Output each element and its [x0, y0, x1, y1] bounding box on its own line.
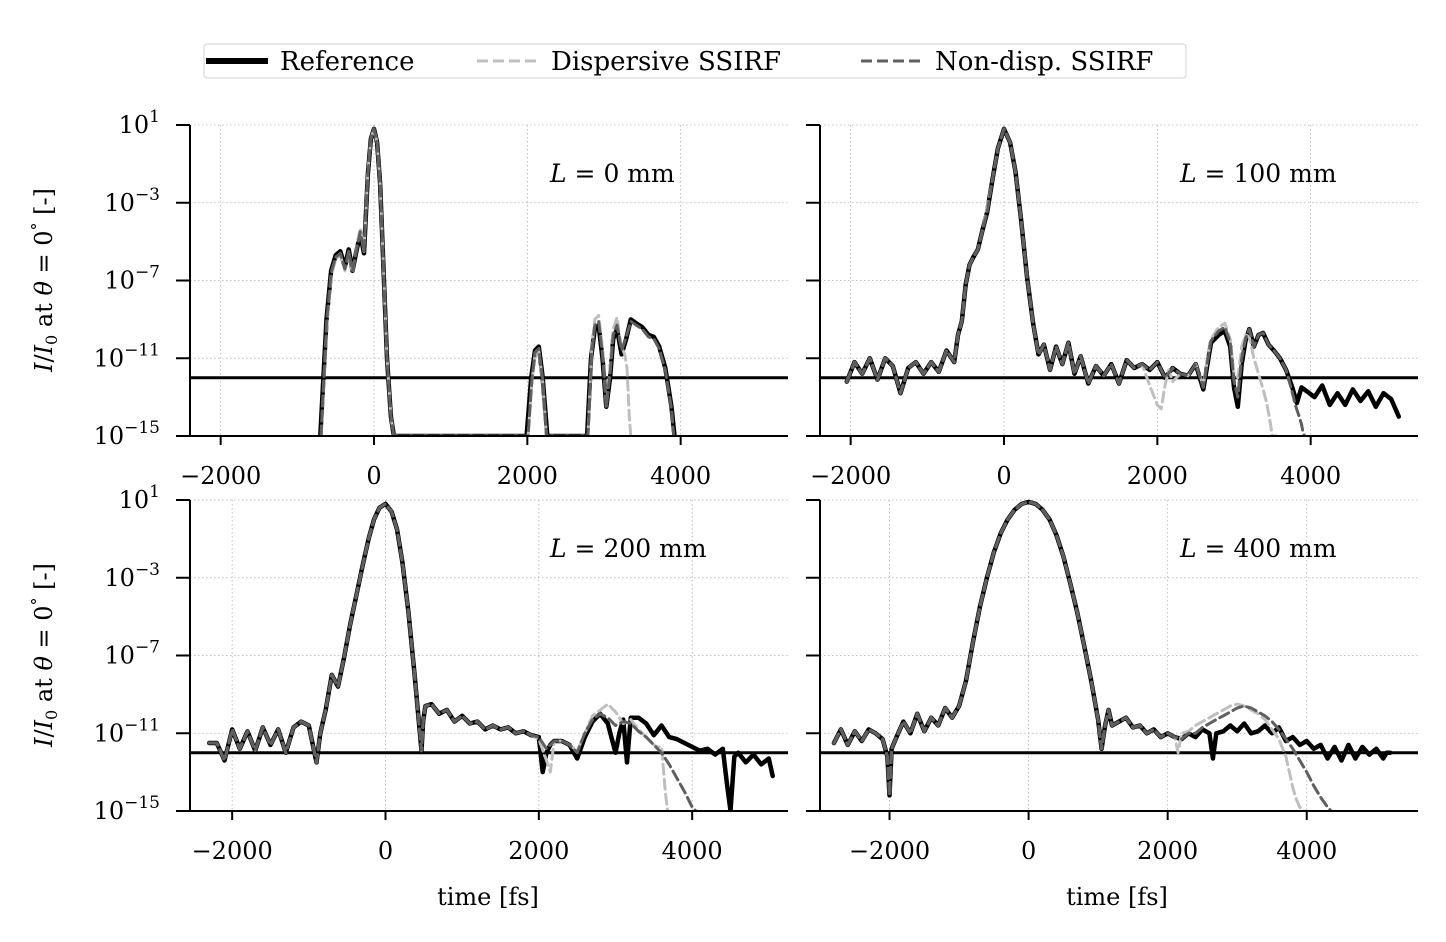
series-line-non-disp-ssirf [207, 502, 698, 811]
x-tick-label: 4000 [1280, 462, 1341, 490]
legend: Reference Dispersive SSIRF Non-disp. SSI… [203, 43, 1187, 79]
x-tick-label: 4000 [662, 837, 723, 865]
panel-bottom-right: −2000 0 2000 4000 L = 400 mm [806, 499, 1418, 865]
y-tick-label: 101 [119, 482, 160, 514]
x-tick-label: −2000 [849, 837, 930, 865]
x-tick-label: 0 [996, 462, 1011, 490]
y-tick-label: 10−3 [104, 560, 160, 592]
x-tick-label: 0 [378, 837, 393, 865]
series-group [206, 501, 775, 811]
series-line-non-disp-ssirf [832, 500, 1333, 811]
x-tick-label: 0 [1021, 837, 1036, 865]
legend-label-reference: Reference [280, 47, 414, 77]
x-tick-label: 4000 [1276, 837, 1337, 865]
series-group [831, 499, 1393, 811]
panel-bottom-left: 101 10−3 10−7 10−11 10−15 −2000 0 2000 4000 L = 2… [94, 482, 788, 865]
y-tick-label: 101 [119, 107, 160, 139]
x-tick-label: 4000 [650, 462, 711, 490]
y-tick-label: 10−3 [104, 185, 160, 217]
xlabel-bottom-left: time [fs] [437, 883, 539, 911]
legend-frame [203, 43, 1187, 79]
legend-label-nondisp: Non-disp. SSIRF [935, 47, 1153, 77]
panel-top-right: −2000 0 2000 4000 L = 100 mm [806, 124, 1418, 490]
x-tick-label: −2000 [180, 462, 261, 490]
x-tick-label: 2000 [508, 837, 569, 865]
series-line-non-disp-ssirf [319, 127, 676, 436]
x-tick-label: 2000 [1127, 462, 1188, 490]
x-tick-label: 0 [366, 462, 381, 490]
panel-top-left: 101 10−3 10−7 10−11 10−15 −2000 0 2000 4000 L = 0… [94, 107, 788, 490]
x-tick-label: 2000 [1137, 837, 1198, 865]
ylabel-bottom: I/I0 at θ = 0° [-] [28, 563, 61, 748]
series-line-non-disp-ssirf [845, 127, 1306, 436]
y-tick-label: 10−15 [94, 418, 160, 450]
panel-annotation: L = 100 mm [1179, 159, 1337, 188]
x-tick-label: 2000 [497, 462, 558, 490]
panel-annotation: L = 400 mm [1179, 534, 1337, 563]
y-tick-label: 10−11 [94, 340, 160, 372]
y-tick-label: 10−7 [104, 638, 160, 670]
xlabel-bottom-right: time [fs] [1066, 883, 1168, 911]
legend-label-dispersive: Dispersive SSIRF [551, 47, 781, 77]
y-tick-label: 10−15 [94, 793, 160, 825]
grid [190, 124, 788, 436]
series-group [844, 126, 1402, 436]
y-tick-label: 10−11 [94, 715, 160, 747]
series-group [318, 126, 677, 436]
y-tick-label: 10−7 [104, 263, 160, 295]
x-tick-label: −2000 [192, 837, 273, 865]
panel-annotation: L = 200 mm [549, 534, 707, 563]
ylabel-top: I/I0 at θ = 0° [-] [28, 188, 61, 373]
panel-annotation: L = 0 mm [549, 159, 675, 188]
x-tick-label: −2000 [810, 462, 891, 490]
